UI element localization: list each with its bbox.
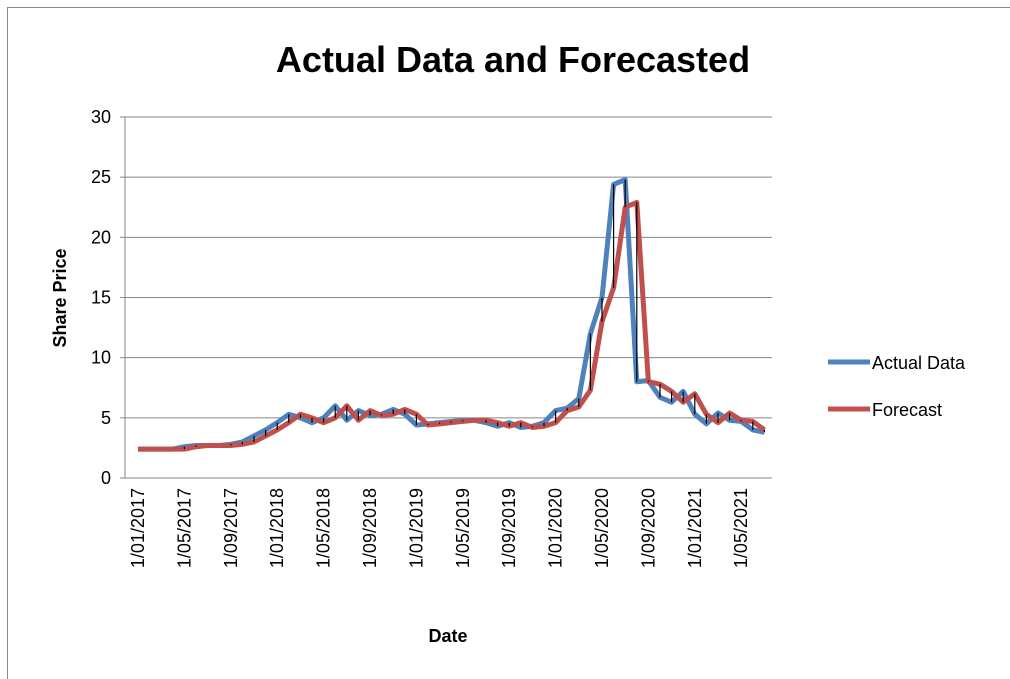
- x-tick-label: 1/05/2019: [453, 488, 473, 568]
- chart-title: Actual Data and Forecasted: [276, 39, 750, 80]
- x-tick-label: 1/09/2020: [638, 488, 658, 568]
- x-tick-label: 1/01/2019: [406, 488, 426, 568]
- y-tick-label: 25: [91, 167, 111, 187]
- x-tick-label: 1/01/2020: [546, 488, 566, 568]
- x-tick-label: 1/01/2021: [685, 488, 705, 568]
- x-tick-label: 1/09/2019: [499, 488, 519, 568]
- chart-frame: [7, 7, 1010, 679]
- x-tick-label: 1/05/2021: [731, 488, 751, 568]
- legend-label: Actual Data: [872, 353, 966, 373]
- y-tick-label: 20: [91, 227, 111, 247]
- y-tick-label: 5: [101, 408, 111, 428]
- x-tick-label: 1/05/2020: [592, 488, 612, 568]
- x-tick-label: 1/05/2018: [314, 488, 334, 568]
- y-tick-label: 10: [91, 348, 111, 368]
- legend-label: Forecast: [872, 400, 942, 420]
- x-axis-label: Date: [428, 626, 467, 646]
- y-tick-label: 15: [91, 288, 111, 308]
- x-tick-label: 1/01/2018: [267, 488, 287, 568]
- x-tick-label: 1/09/2018: [360, 488, 380, 568]
- y-axis-label: Share Price: [50, 248, 70, 347]
- y-tick-label: 30: [91, 107, 111, 127]
- x-tick-label: 1/09/2017: [221, 488, 241, 568]
- y-tick-label: 0: [101, 468, 111, 488]
- x-tick-label: 1/05/2017: [174, 488, 194, 568]
- x-tick-label: 1/01/2017: [128, 488, 148, 568]
